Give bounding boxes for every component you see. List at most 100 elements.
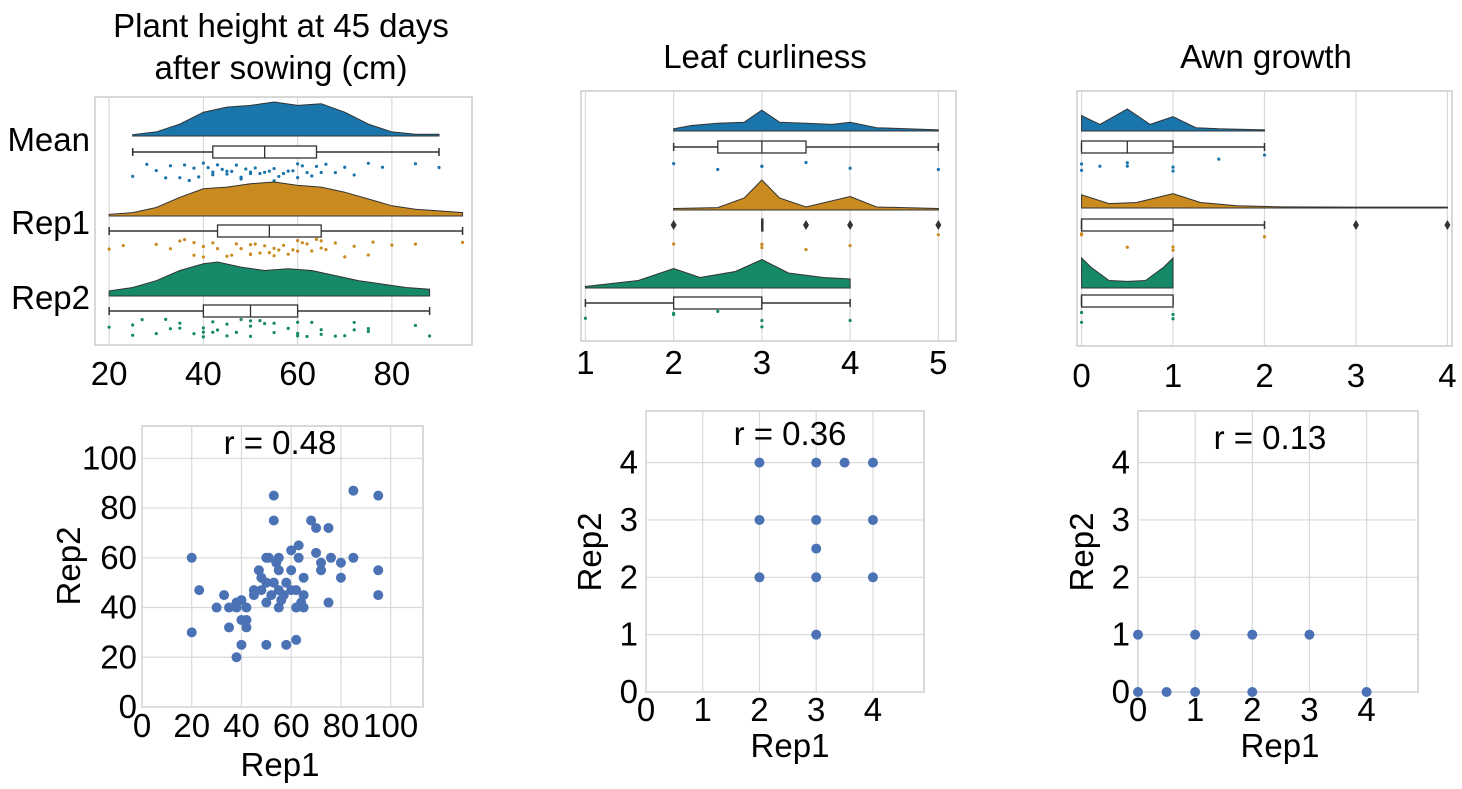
x-tick-label: 4 — [864, 691, 882, 728]
outlier — [803, 220, 809, 230]
rain-point — [343, 165, 347, 169]
rain-point — [413, 242, 418, 246]
scatter-point — [194, 585, 205, 596]
rain-point — [154, 168, 158, 173]
rain-point — [225, 172, 229, 176]
scatter-point — [298, 590, 309, 601]
series-rep2 — [1079, 256, 1175, 324]
scatter-leaf-xlabel: Rep1 — [751, 727, 830, 764]
scatter-point — [298, 572, 309, 583]
rain-point — [253, 166, 257, 170]
rain-point — [178, 176, 182, 180]
scatter-awn-panel: 0 1 2 3 4 0 1 2 3 4 r = 0.13 Rep1 Rep2 — [1063, 410, 1419, 764]
rain-point — [211, 330, 215, 334]
rain-point — [848, 166, 852, 170]
scatter-point — [268, 515, 279, 526]
scatter-point — [236, 595, 247, 606]
raincloud-awn-xticks: 0 1 2 3 4 — [1072, 357, 1456, 394]
rain-point — [936, 233, 940, 237]
rain-point — [1079, 233, 1084, 237]
scatter-point — [224, 602, 235, 613]
rain-point — [1079, 310, 1084, 315]
rain-point — [164, 176, 168, 180]
scatter-point — [256, 585, 267, 596]
scatter-point — [348, 485, 359, 496]
scatter-point — [261, 597, 272, 608]
rain-point — [936, 167, 940, 172]
density-cloud — [1081, 193, 1448, 209]
y-tick-label: 3 — [1112, 501, 1130, 538]
scatter-point — [373, 590, 384, 601]
scatter-point — [348, 552, 359, 563]
scatter-point — [323, 522, 334, 533]
scatter-point — [311, 522, 322, 533]
x-tick-label: 3 — [753, 344, 771, 381]
scatter-point — [306, 515, 317, 526]
rain-point — [197, 175, 201, 179]
raincloud-height-label-rep2: Rep2 — [11, 279, 90, 316]
scatter-point — [1133, 687, 1143, 697]
rain-point — [672, 162, 676, 166]
rain-point — [192, 241, 196, 245]
density-cloud — [1081, 108, 1265, 132]
rain-point — [154, 331, 158, 336]
scatter-point — [236, 639, 247, 650]
rain-point — [272, 254, 276, 258]
x-tick-label: 2 — [1243, 691, 1261, 728]
x-tick-label: 40 — [185, 355, 222, 392]
rain-point — [804, 247, 808, 252]
x-tick-label: 20 — [173, 707, 210, 744]
outlier — [935, 220, 942, 230]
rain-point — [253, 242, 257, 246]
rain-point — [239, 177, 243, 181]
rain-point — [215, 163, 220, 167]
scatter-point — [293, 552, 304, 563]
x-tick-label: 5 — [929, 344, 947, 381]
scatter-awn-points — [1133, 629, 1372, 697]
rain-point — [460, 240, 465, 244]
rain-point — [333, 170, 337, 175]
rain-point — [319, 246, 323, 250]
x-tick-label: 2 — [750, 691, 768, 728]
rain-point — [248, 171, 253, 176]
rain-point — [215, 246, 220, 251]
density-cloud — [1081, 256, 1174, 289]
rain-point — [371, 240, 375, 244]
y-tick-label: 0 — [119, 688, 137, 725]
y-tick-label: 2 — [620, 558, 638, 595]
series-mean — [1079, 108, 1267, 173]
rain-point — [192, 166, 196, 170]
box — [1080, 294, 1174, 308]
y-tick-label: 1 — [1112, 616, 1130, 653]
rain-point — [305, 334, 309, 339]
scatter-point — [316, 557, 327, 568]
rain-point — [352, 173, 356, 177]
outlier — [847, 220, 854, 230]
rain-point — [178, 239, 182, 243]
scatter-point — [281, 639, 292, 650]
rain-point — [343, 255, 347, 259]
rain-point — [164, 317, 168, 322]
scatter-leaf-annotation: r = 0.36 — [734, 415, 847, 452]
rain-point — [760, 246, 764, 250]
rain-point — [804, 160, 808, 165]
scatter-point — [1133, 629, 1143, 640]
rain-point — [225, 169, 229, 173]
box — [672, 296, 763, 310]
rain-point — [352, 244, 356, 248]
rain-point — [716, 309, 720, 313]
rain-point — [333, 241, 337, 245]
raincloud-awn-panel: Awn growth 0 1 2 3 4 — [1072, 38, 1456, 394]
raincloud-awn-series — [1079, 108, 1451, 324]
rain-point — [310, 174, 314, 178]
rain-point — [296, 320, 300, 324]
rain-point — [121, 243, 125, 248]
scatter-point — [286, 565, 297, 576]
scatter-point — [268, 577, 279, 588]
scatter-point — [298, 602, 309, 613]
scatter-leaf-panel: 0 1 2 3 4 0 1 2 3 4 r = 0.36 Rep1 Rep2 — [571, 410, 925, 764]
raincloud-height-xticks: 20 40 60 80 — [91, 355, 410, 392]
y-tick-label: 60 — [100, 539, 137, 576]
